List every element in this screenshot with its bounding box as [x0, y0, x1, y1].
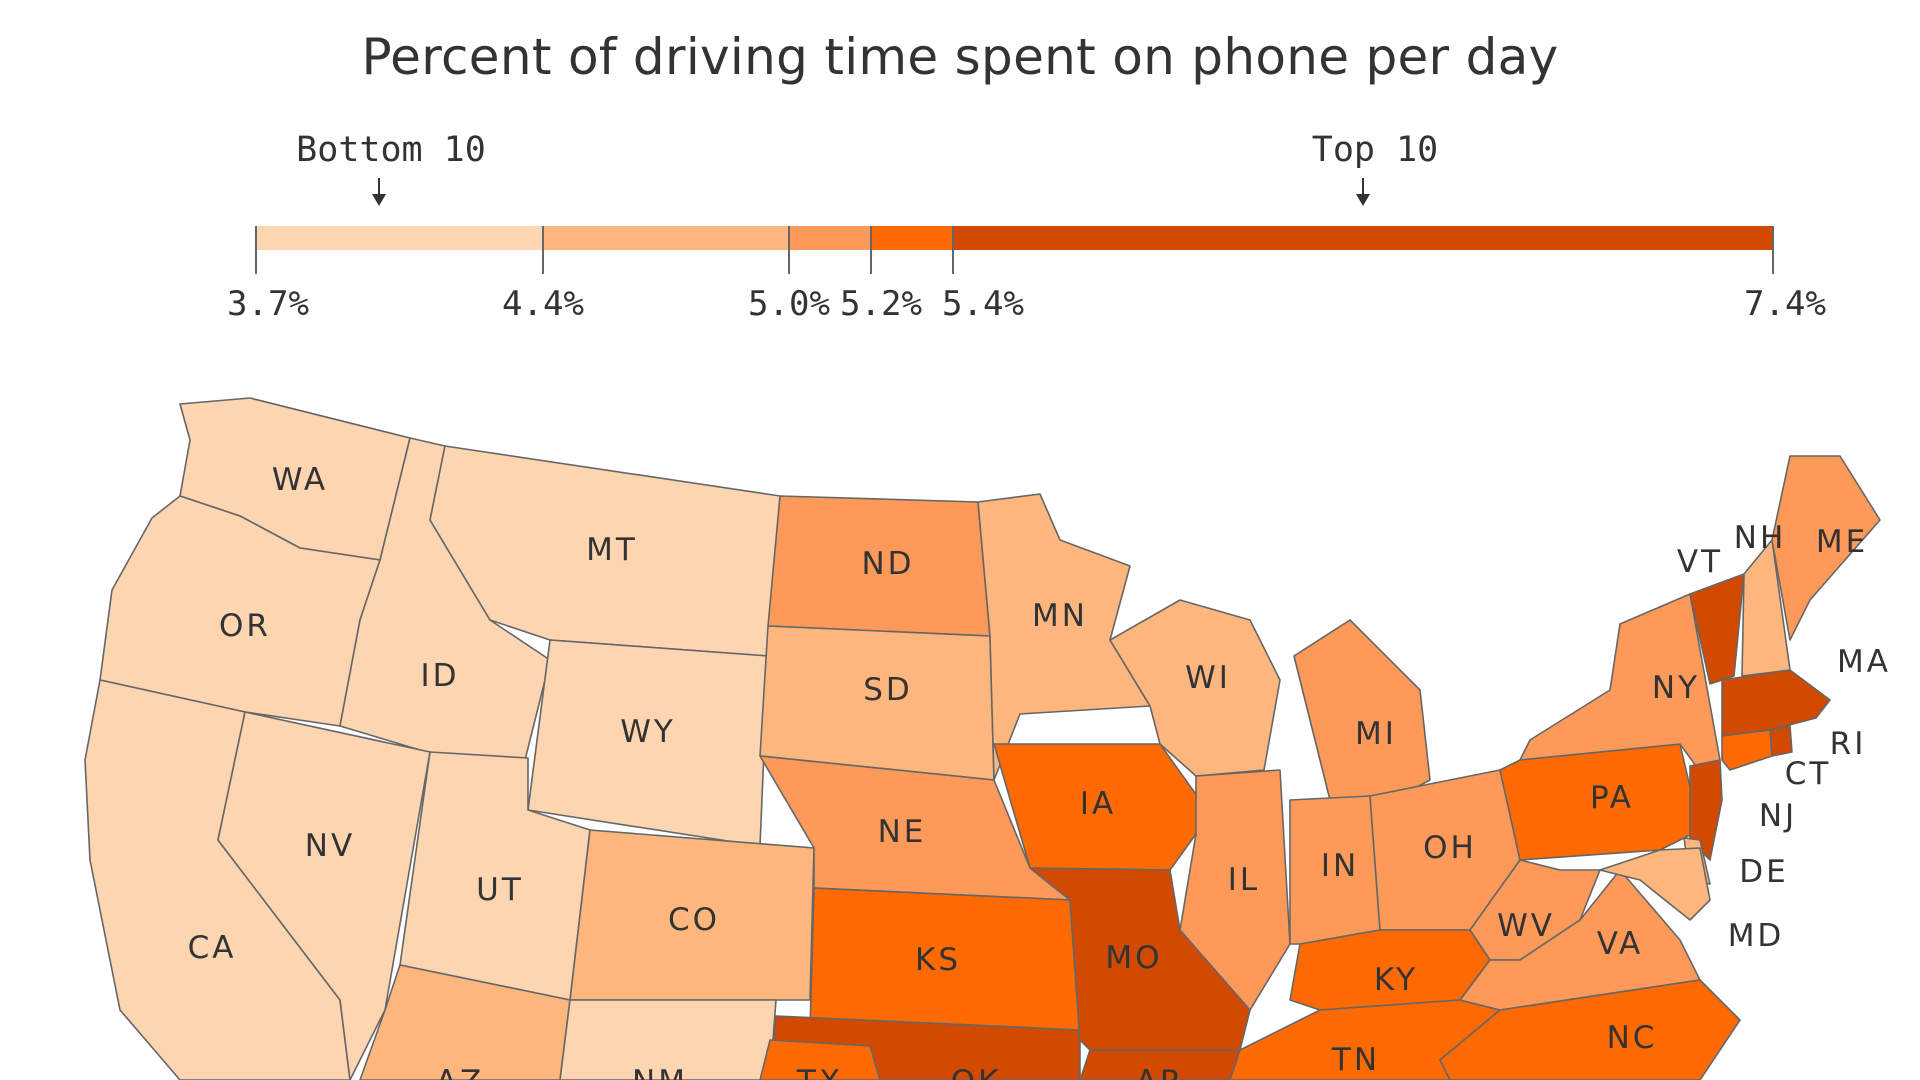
legend-bin-1 [543, 226, 789, 250]
legend-marker-label-1: Top 10 [1311, 130, 1439, 170]
legend-tick-5 [1772, 226, 1774, 274]
state-vt [1689, 573, 1745, 685]
state-label-nj: NJ [1759, 798, 1797, 834]
state-ri [1769, 725, 1793, 757]
state-label-in: IN [1321, 848, 1359, 884]
state-label-ca: CA [188, 930, 237, 966]
state-tx [759, 1039, 881, 1080]
state-wi [1109, 599, 1281, 777]
state-label-ri: RI [1830, 726, 1867, 762]
legend-tick-0 [255, 226, 257, 274]
state-label-nv: NV [305, 828, 355, 864]
state-label-or: OR [219, 608, 271, 644]
state-label-va: VA [1597, 926, 1643, 962]
state-label-mi: MI [1355, 716, 1397, 752]
state-label-tx: TX [796, 1064, 843, 1080]
state-label-me: ME [1816, 524, 1868, 560]
state-label-de: DE [1739, 854, 1788, 890]
state-label-vt: VT [1677, 544, 1723, 580]
state-label-mn: MN [1032, 598, 1088, 634]
state-label-nh: NH [1734, 520, 1787, 556]
state-label-az: AZ [436, 1064, 484, 1080]
legend-tick-label-5: 7.4% [1744, 284, 1826, 324]
state-label-md: MD [1728, 918, 1785, 954]
state-label-ar: AR [1136, 1064, 1185, 1080]
chart-title: Percent of driving time spent on phone p… [361, 28, 1559, 86]
state-label-co: CO [668, 902, 720, 938]
legend-marker-arrow-1 [1356, 178, 1370, 206]
state-label-wy: WY [620, 714, 676, 750]
legend-tick-label-4: 5.4% [942, 284, 1024, 324]
state-nc [1439, 979, 1741, 1080]
state-va [1459, 869, 1701, 1011]
legend-tick-4 [952, 226, 954, 274]
state-label-mo: MO [1105, 940, 1162, 976]
state-label-nd: ND [861, 546, 914, 582]
state-label-ma: MA [1837, 644, 1891, 680]
state-label-ct: CT [1785, 756, 1832, 792]
state-label-ny: NY [1652, 670, 1700, 706]
state-ar [1079, 1049, 1241, 1080]
legend-tick-3 [870, 226, 872, 274]
legend-bin-4 [953, 226, 1773, 250]
state-il [1179, 769, 1291, 1011]
legend-marker-arrow-0 [372, 178, 386, 206]
state-ct [1721, 729, 1773, 771]
legend-tick-label-1: 4.4% [502, 284, 584, 324]
legend-tick-label-2: 5.0% [748, 284, 830, 324]
state-nm [559, 999, 777, 1080]
state-mi [1293, 619, 1431, 801]
legend-bin-2 [789, 226, 871, 250]
state-label-il: IL [1228, 862, 1260, 898]
state-label-wv: WV [1497, 908, 1555, 944]
state-me [1771, 455, 1881, 641]
legend-tick-1 [542, 226, 544, 274]
legend-marker-label-0: Bottom 10 [296, 130, 486, 170]
state-md [1599, 847, 1711, 921]
color-legend: 3.7% 4.4% 5.0% 5.2% 5.4% 7.4% Bottom 10 Top 10 [0, 0, 1920, 340]
state-label-oh: OH [1423, 830, 1477, 866]
legend-tick-label-0: 3.7% [227, 284, 309, 324]
legend-bin-0 [256, 226, 543, 250]
state-label-sd: SD [863, 672, 913, 708]
state-label-pa: PA [1590, 780, 1634, 816]
state-label-ks: KS [915, 942, 961, 978]
state-label-ne: NE [878, 814, 927, 850]
state-shapes [84, 397, 1881, 1080]
state-label-ut: UT [476, 872, 524, 908]
state-label-ia: IA [1080, 786, 1116, 822]
state-label-id: ID [420, 658, 459, 694]
state-label-ky: KY [1374, 962, 1418, 998]
state-nj [1689, 759, 1723, 861]
state-label-wa: WA [272, 462, 328, 498]
state-ma [1721, 669, 1831, 737]
legend-tick-label-3: 5.2% [840, 284, 922, 324]
state-label-tn: TN [1331, 1042, 1380, 1078]
state-label-ok: OK [951, 1064, 1002, 1080]
state-label-nc: NC [1607, 1020, 1658, 1056]
legend-bin-3 [871, 226, 953, 250]
state-co [569, 829, 815, 1001]
state-label-nm: NM [632, 1064, 688, 1080]
state-az [359, 964, 571, 1080]
state-labels: WA OR CA ID NV MT WY UT AZ CO NM ND SD N… [188, 462, 1891, 1080]
state-label-wi: WI [1185, 660, 1231, 696]
legend-tick-2 [788, 226, 790, 274]
state-label-mt: MT [586, 532, 638, 568]
